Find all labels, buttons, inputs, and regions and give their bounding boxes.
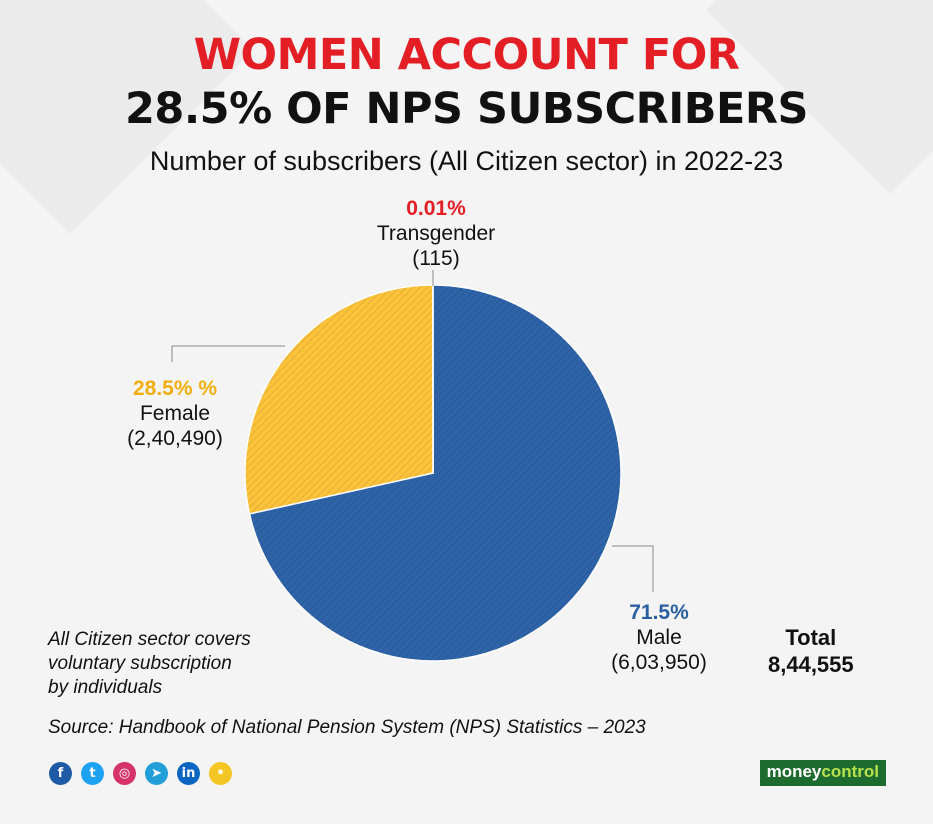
pie-slice-texture-female [245, 285, 433, 514]
total-label: Total [785, 625, 837, 650]
female-name: Female [139, 402, 211, 425]
male-pct: 71.5% [629, 601, 689, 624]
female-label: 28.5% % Female (2,40,490) [100, 376, 250, 451]
note-line: by individuals [48, 677, 163, 698]
male-count: (6,03,950) [611, 651, 707, 674]
headline-line-1: WOMEN ACCOUNT FOR [193, 30, 740, 80]
total-block: Total 8,44,555 [768, 624, 854, 678]
headline-line-2: 28.5% OF NPS SUBSCRIBERS [124, 84, 809, 134]
male-label: 71.5% Male (6,03,950) [584, 600, 734, 675]
female-pct: 28.5% % [132, 377, 218, 400]
pie-slice-texture-male [249, 285, 622, 661]
female-count: (2,40,490) [127, 427, 223, 450]
transgender-pct: 0.01% [406, 197, 466, 220]
linkedin-icon[interactable]: in [177, 762, 200, 785]
transgender-label: 0.01% Transgender (115) [336, 196, 536, 271]
source-text: Source: Handbook of National Pension Sys… [48, 717, 646, 738]
koo-icon[interactable]: • [209, 762, 232, 785]
instagram-icon[interactable]: ◎ [113, 762, 136, 785]
male-name: Male [636, 626, 682, 649]
female-leader-line [171, 345, 285, 362]
male-leader-line [612, 545, 654, 592]
transgender-count: (115) [412, 247, 460, 270]
moneycontrol-logo[interactable]: moneycontrol [759, 760, 886, 786]
chart-subtitle: Number of subscribers (All Citizen secto… [149, 146, 784, 176]
brand-part-1: money [766, 762, 822, 781]
total-value: 8,44,555 [768, 652, 854, 677]
twitter-icon[interactable]: t [81, 762, 104, 785]
sector-note: All Citizen sector covers voluntary subs… [48, 628, 251, 700]
brand-part-2: control [821, 762, 879, 781]
telegram-icon[interactable]: ➤ [145, 762, 168, 785]
note-line: All Citizen sector covers [48, 629, 251, 650]
transgender-name: Transgender [376, 222, 496, 245]
social-icons: f t ◎ ➤ in • [49, 762, 232, 785]
facebook-icon[interactable]: f [49, 762, 72, 785]
note-line: voluntary subscription [48, 653, 232, 674]
